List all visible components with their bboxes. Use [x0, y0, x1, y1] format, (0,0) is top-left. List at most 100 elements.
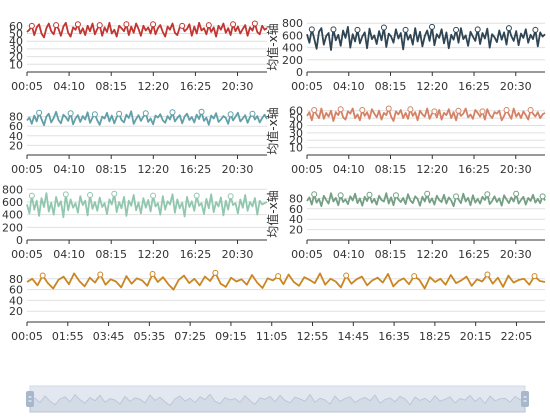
y-tick-label: 10: [289, 142, 303, 155]
data-point-marker[interactable]: [311, 191, 318, 198]
data-point-marker[interactable]: [431, 108, 438, 115]
data-point-marker[interactable]: [53, 22, 60, 29]
x-tick-label: 00:05: [11, 330, 43, 343]
data-point-marker[interactable]: [97, 271, 104, 278]
x-tick-label: 12:55: [297, 330, 329, 343]
data-point-marker[interactable]: [142, 110, 149, 117]
y-tick-label: 40: [289, 119, 303, 132]
data-point-marker[interactable]: [484, 191, 491, 198]
data-point-marker[interactable]: [359, 106, 366, 113]
x-tick-label: 18:25: [419, 330, 451, 343]
data-point-marker[interactable]: [91, 111, 98, 118]
data-point-marker[interactable]: [179, 22, 186, 29]
data-zoom-selection[interactable]: [30, 386, 525, 412]
data-point-marker[interactable]: [205, 22, 212, 29]
data-point-marker[interactable]: [249, 110, 256, 117]
data-point-marker[interactable]: [28, 22, 35, 29]
data-point-marker[interactable]: [385, 105, 392, 112]
data-point-marker[interactable]: [479, 108, 486, 115]
x-tick-label: 00:05: [291, 80, 323, 93]
data-point-marker[interactable]: [354, 26, 361, 33]
data-point-marker[interactable]: [275, 273, 282, 280]
data-zoom-slider[interactable]: [26, 385, 529, 413]
x-tick-label: 08:15: [95, 80, 127, 93]
data-point-marker[interactable]: [330, 26, 337, 33]
data-zoom-handle-right[interactable]: [521, 391, 529, 407]
data-point-marker[interactable]: [230, 21, 237, 28]
data-point-marker[interactable]: [429, 23, 436, 30]
data-point-marker[interactable]: [311, 106, 318, 113]
y-tick-label: 600: [2, 196, 23, 209]
series-line: [26, 192, 268, 219]
data-point-marker[interactable]: [513, 190, 520, 197]
y-tick-label: 20: [289, 224, 303, 237]
x-tick-label: 16:25: [180, 80, 212, 93]
x-tick-label: 20:30: [222, 163, 254, 176]
data-zoom-preview: [29, 393, 526, 413]
data-point-marker[interactable]: [36, 109, 43, 116]
data-zoom-handle-left[interactable]: [26, 391, 34, 407]
x-tick-label: 01:55: [52, 330, 84, 343]
data-point-marker[interactable]: [28, 192, 35, 199]
data-point-marker[interactable]: [531, 273, 538, 280]
data-point-marker[interactable]: [474, 26, 481, 33]
y-tick-label: 40: [9, 35, 23, 48]
data-point-marker[interactable]: [150, 192, 157, 199]
data-point-marker[interactable]: [392, 192, 399, 199]
data-point-marker[interactable]: [402, 26, 409, 33]
data-point-marker[interactable]: [503, 106, 510, 113]
data-point-marker[interactable]: [87, 191, 94, 198]
data-point-marker[interactable]: [453, 193, 460, 200]
data-point-marker[interactable]: [149, 270, 156, 277]
data-point-marker[interactable]: [527, 106, 534, 113]
data-point-marker[interactable]: [227, 193, 234, 200]
x-tick-label: 04:10: [333, 248, 365, 261]
data-point-marker[interactable]: [111, 190, 118, 197]
data-point-marker[interactable]: [505, 25, 512, 32]
data-point-marker[interactable]: [380, 24, 387, 31]
data-point-marker[interactable]: [193, 192, 200, 199]
data-point-marker[interactable]: [169, 109, 176, 116]
data-point-marker[interactable]: [74, 21, 81, 28]
data-point-marker[interactable]: [251, 20, 258, 27]
y-tick-label: 0: [16, 234, 23, 247]
y-tick-label: 800: [2, 183, 23, 196]
data-point-marker[interactable]: [484, 271, 491, 278]
y-tick-label: 600: [282, 29, 303, 42]
data-point-marker[interactable]: [453, 26, 460, 33]
data-point-marker[interactable]: [532, 26, 539, 33]
data-point-marker[interactable]: [39, 272, 46, 279]
x-tick-label: 16:25: [458, 248, 490, 261]
y-tick-label: 60: [289, 105, 303, 118]
data-point-marker[interactable]: [411, 273, 418, 280]
y-tick-label: 60: [9, 284, 23, 297]
data-point-marker[interactable]: [343, 272, 350, 279]
x-tick-label: 04:10: [53, 80, 85, 93]
data-point-marker[interactable]: [116, 110, 123, 117]
data-point-marker[interactable]: [407, 106, 414, 113]
series-line: [306, 192, 546, 208]
x-tick-label: 08:15: [95, 163, 127, 176]
data-point-marker[interactable]: [424, 190, 431, 197]
data-point-marker[interactable]: [539, 193, 546, 200]
data-point-marker[interactable]: [67, 110, 74, 117]
data-point-marker[interactable]: [150, 21, 157, 28]
y-tick-label: 60: [9, 120, 23, 133]
data-point-marker[interactable]: [337, 106, 344, 113]
data-point-marker[interactable]: [212, 269, 219, 276]
data-point-marker[interactable]: [96, 22, 103, 29]
data-point-marker[interactable]: [308, 26, 315, 33]
data-point-marker[interactable]: [455, 107, 462, 114]
data-point-marker[interactable]: [123, 21, 130, 28]
data-point-marker[interactable]: [198, 108, 205, 115]
data-point-marker[interactable]: [366, 191, 373, 198]
x-tick-label: 16:25: [180, 163, 212, 176]
data-point-marker[interactable]: [227, 111, 234, 118]
y-tick-label: 80: [289, 192, 303, 205]
x-tick-label: 12:20: [416, 80, 448, 93]
data-point-marker[interactable]: [337, 192, 344, 199]
data-point-marker[interactable]: [62, 191, 69, 198]
